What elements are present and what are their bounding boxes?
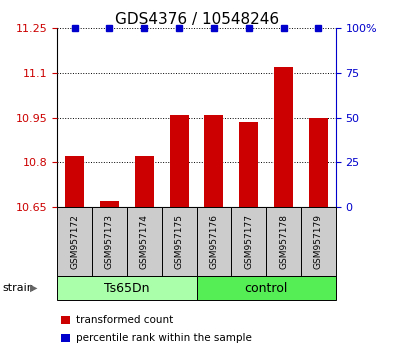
Text: percentile rank within the sample: percentile rank within the sample — [76, 333, 252, 343]
Text: GSM957173: GSM957173 — [105, 214, 114, 269]
Bar — [65, 156, 84, 207]
Text: transformed count: transformed count — [76, 315, 173, 325]
Bar — [274, 67, 293, 207]
Bar — [239, 122, 258, 207]
Text: GSM957179: GSM957179 — [314, 214, 323, 269]
Text: GSM957176: GSM957176 — [209, 214, 218, 269]
Bar — [309, 118, 328, 207]
Text: GSM957172: GSM957172 — [70, 214, 79, 269]
Text: Ts65Dn: Ts65Dn — [104, 282, 150, 295]
Bar — [100, 201, 119, 207]
Text: GSM957175: GSM957175 — [175, 214, 184, 269]
Text: strain: strain — [2, 283, 34, 293]
Bar — [169, 115, 189, 207]
Text: GDS4376 / 10548246: GDS4376 / 10548246 — [115, 12, 280, 27]
Text: GSM957177: GSM957177 — [244, 214, 253, 269]
Text: control: control — [245, 282, 288, 295]
Bar — [204, 115, 224, 207]
Bar — [135, 156, 154, 207]
Text: GSM957174: GSM957174 — [140, 214, 149, 269]
Text: GSM957178: GSM957178 — [279, 214, 288, 269]
Text: ▶: ▶ — [30, 283, 38, 293]
